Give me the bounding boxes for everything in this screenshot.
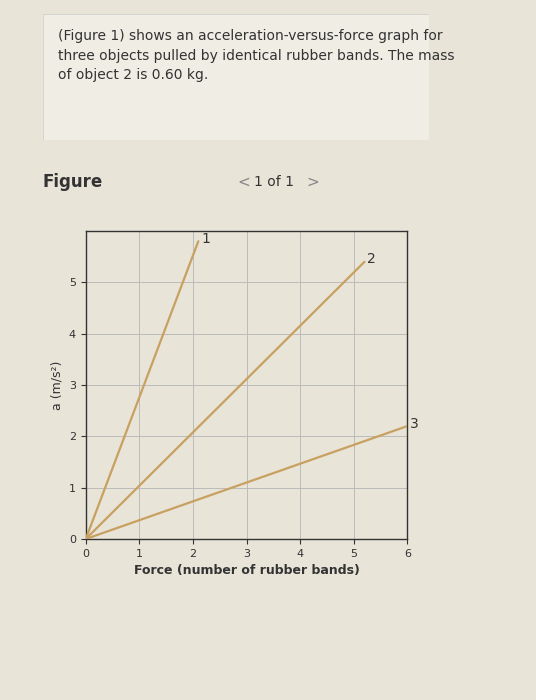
X-axis label: Force (number of rubber bands): Force (number of rubber bands) — [133, 564, 360, 578]
Text: Figure: Figure — [43, 173, 103, 191]
Text: 1: 1 — [201, 232, 210, 246]
Text: (Figure 1) shows an acceleration-versus-force graph for
three objects pulled by : (Figure 1) shows an acceleration-versus-… — [58, 29, 455, 82]
Text: 3: 3 — [410, 416, 419, 430]
Y-axis label: a (m/s²): a (m/s²) — [50, 360, 63, 409]
FancyBboxPatch shape — [43, 14, 429, 140]
Text: <: < — [237, 174, 250, 190]
Text: 1 of 1: 1 of 1 — [255, 175, 294, 189]
Text: >: > — [307, 174, 319, 190]
Text: 2: 2 — [367, 252, 376, 266]
